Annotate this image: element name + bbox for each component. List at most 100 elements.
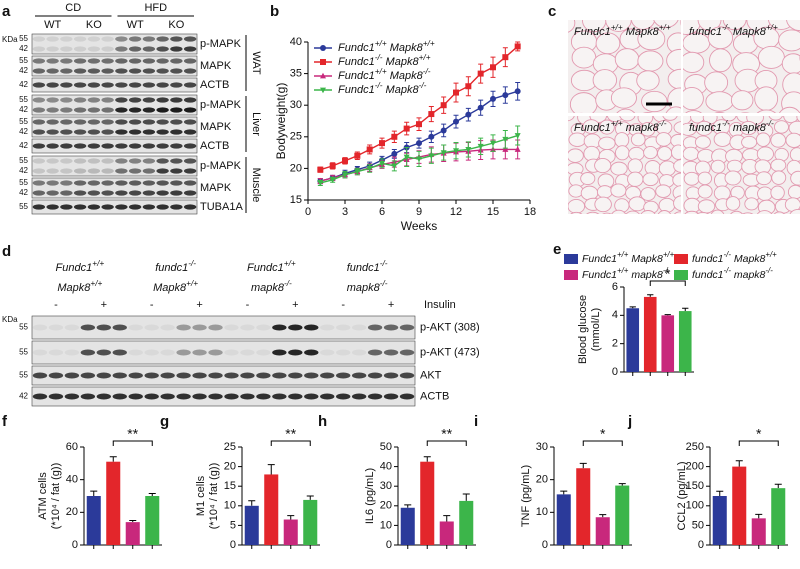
panel-letter: i [474,413,478,430]
blot-band [224,372,239,379]
blot-band [101,143,114,149]
blot-band [183,68,197,74]
adipocyte [610,161,628,176]
panel-letter: a [2,3,11,20]
series-marker [477,104,484,111]
genotype-label: WT [44,19,61,31]
blot-band [256,393,271,400]
y-tick-label: 20 [380,500,392,512]
blot-band [128,393,143,400]
blot-band [115,107,128,113]
blot-band [142,68,156,74]
adipocyte [596,185,613,199]
adipocyte [570,211,583,214]
error-bar [404,504,412,508]
significance-bracket [649,280,686,286]
blot-band [176,393,191,400]
significance-bracket [738,440,779,446]
error-bar [423,456,431,462]
adipocyte [697,199,716,214]
group-label: fundc1-/- [155,259,196,274]
blot-band [160,349,175,356]
bar [626,308,640,372]
blot-band [240,393,255,400]
series-marker [416,140,422,147]
y-axis-label: CCL2 (pg/mL) [676,461,688,530]
blot-band [96,324,111,331]
blot-band [32,372,48,379]
adipocyte [673,195,681,212]
blot-band [183,168,197,174]
blot-band [64,372,80,379]
blot-band [176,372,191,379]
blot-band [156,68,169,74]
adipocyte [610,87,637,109]
adipocyte [640,121,656,137]
blot-band [156,204,169,210]
kda-marker: 42 [19,105,28,114]
blot-band [156,158,169,164]
adipocyte [697,184,713,199]
legend-label: Fundc1+/+ mapk8-/- [582,266,671,281]
blot-band [87,168,101,174]
adipocyte [641,90,668,113]
group-label: Liver [250,112,262,136]
blot-band [128,158,142,164]
blot-band [101,107,114,113]
blot-band [156,36,169,42]
adipocyte [586,211,600,214]
blot-band [60,168,73,174]
blot-band [32,129,46,135]
y-axis-label: (*10⁴ / fat (g)) [50,463,62,529]
blot-band [80,372,96,379]
adipocyte [680,20,681,26]
blot-band [176,324,191,331]
genotype-label: WT [127,19,144,31]
blot-band [60,82,73,88]
blot-band [351,349,367,356]
blot-band [156,168,169,174]
adipocyte [757,186,773,201]
blot-band [46,97,59,103]
blot-band [73,68,87,74]
adipocyte [568,198,586,214]
blot-band [351,324,367,331]
blot-strip [31,138,198,154]
blot-band [46,168,59,174]
blot-band [383,324,399,331]
blot-band [60,97,73,103]
adipocyte [610,183,627,198]
blot-band [101,58,114,64]
blot-band [183,204,197,210]
blot-band [112,324,127,331]
y-tick-label: 10 [380,519,392,531]
y-tick-label: 5 [230,519,236,531]
y-tick-label: 6 [612,281,618,293]
error-bar [443,515,451,522]
blot-band [170,58,183,64]
x-tick-label: 12 [450,206,462,218]
blot-row-label: MAPK [200,182,232,194]
legend-swatch [674,270,688,280]
blot-row-label: MAPK [200,60,232,72]
adipocyte [773,211,785,214]
series-marker [453,118,459,125]
blot-band [73,46,87,52]
error-bar [716,490,724,496]
blot-band [115,58,128,64]
blot-band [32,36,46,42]
kda-marker: 42 [19,166,28,175]
condition-label: HFD [144,2,167,14]
series-marker [391,133,398,140]
adipocyte [580,172,596,186]
blot-band [128,58,142,64]
blot-band [32,324,48,331]
adipocyte [630,132,646,147]
y-axis-label: M1 cells [195,475,207,516]
blot-band [101,46,114,52]
blot-band [170,180,183,186]
series-marker [502,54,509,61]
blot-strip [31,55,198,77]
blot-band [46,119,59,125]
